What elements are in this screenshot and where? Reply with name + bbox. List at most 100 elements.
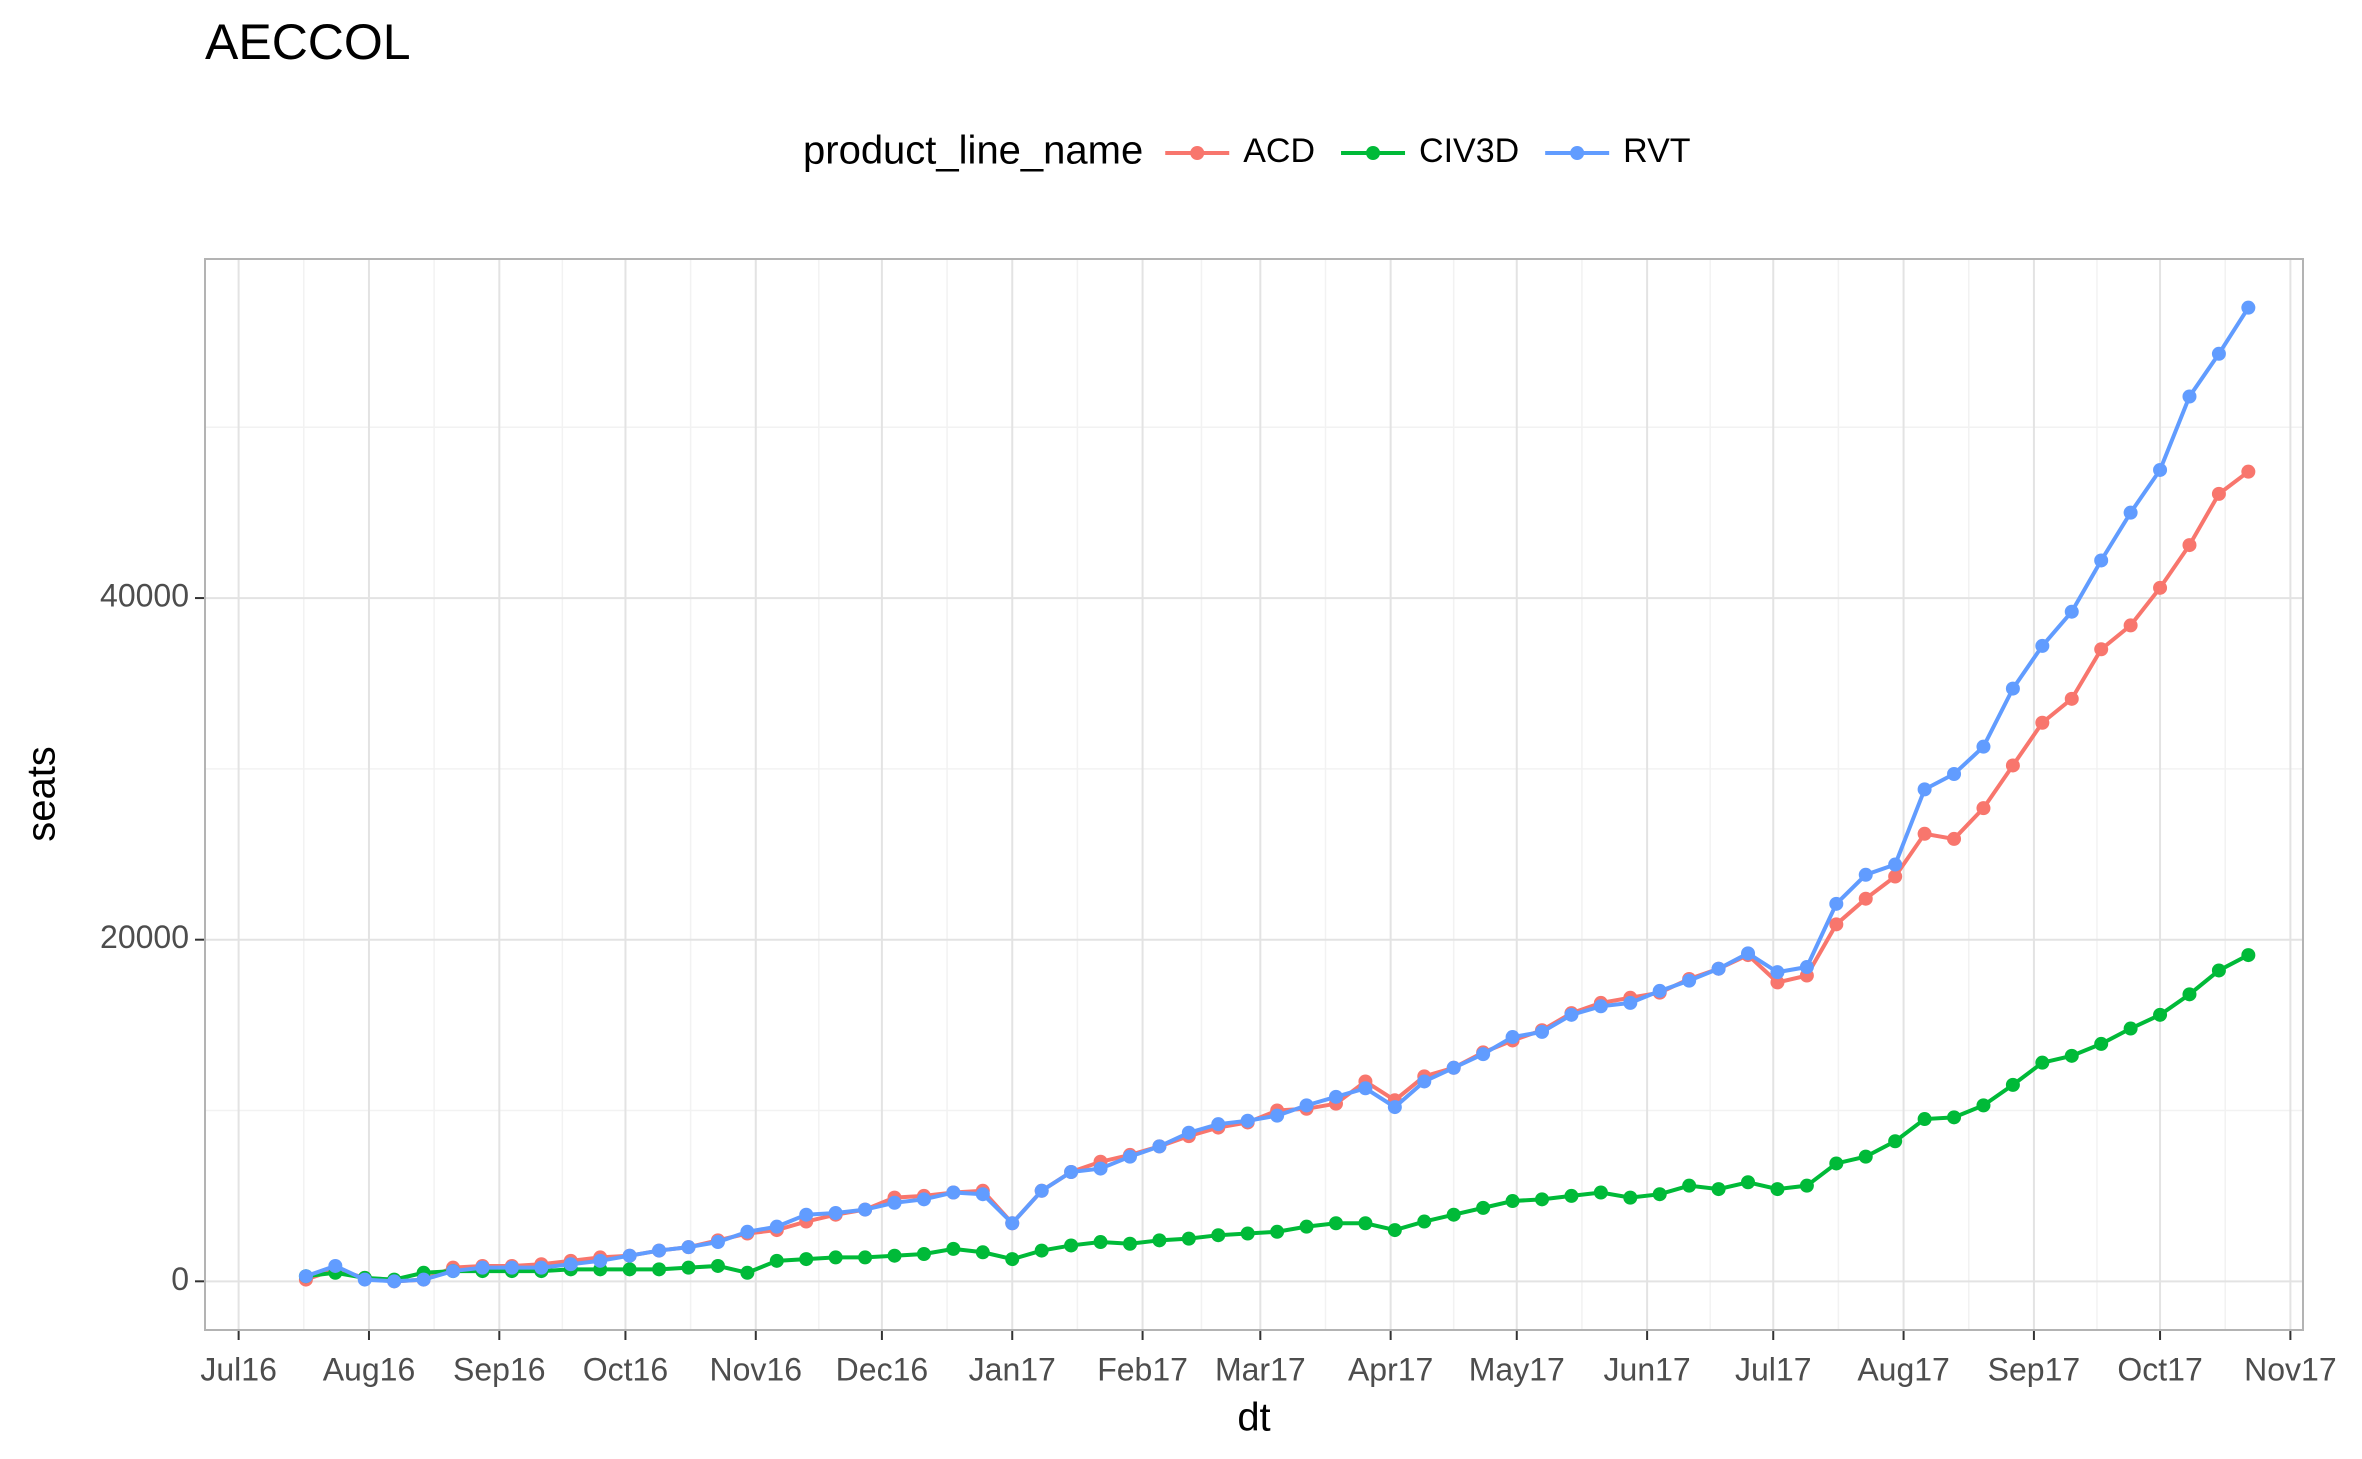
x-tick-label: Jan17 [969,1351,1056,1387]
data-point [1947,831,1962,846]
data-point [1505,1194,1520,1209]
x-tick-label: Jul17 [1735,1351,1812,1387]
data-point [1888,869,1903,884]
data-point [1888,857,1903,872]
data-point [1593,1185,1608,1200]
data-point [1535,1192,1550,1207]
data-point [1358,1216,1373,1231]
data-point [2211,963,2226,978]
data-point [446,1264,461,1279]
data-point [1770,1182,1785,1197]
data-point [916,1246,931,1261]
data-point [1888,1134,1903,1149]
data-point [1770,975,1785,990]
data-point [1417,1214,1432,1229]
data-point [1299,1219,1314,1234]
data-point [1976,1098,1991,1113]
data-point [1505,1030,1520,1045]
data-point [1711,1182,1726,1197]
data-point [1682,1178,1697,1193]
data-point [593,1253,608,1268]
data-point [1005,1216,1020,1231]
data-point [2153,580,2168,595]
x-tick-label: Feb17 [1097,1351,1188,1387]
x-tick-label: May17 [1469,1351,1565,1387]
data-point [504,1260,519,1275]
data-point [1064,1238,1079,1253]
data-point [1623,995,1638,1010]
data-point [1976,801,1991,816]
x-tick-label: Nov16 [710,1351,803,1387]
data-point [2064,604,2079,619]
data-point [975,1245,990,1260]
data-point [1446,1207,1461,1222]
data-point [858,1250,873,1265]
data-point [622,1248,637,1263]
data-point [1064,1164,1079,1179]
data-point [828,1205,843,1220]
data-point [1799,960,1814,975]
data-point [1358,1081,1373,1096]
data-point [887,1195,902,1210]
data-point [1476,1200,1491,1215]
data-point [1564,1188,1579,1203]
data-point [740,1224,755,1239]
data-point [1947,767,1962,782]
data-point [2241,464,2256,479]
y-tick-label: 20000 [100,919,189,955]
data-point [1829,896,1844,911]
data-point [2211,346,2226,361]
data-point [1741,946,1756,961]
data-point [1299,1098,1314,1113]
panel-border [204,258,2304,1331]
data-point [2153,1007,2168,1022]
data-point [1799,1178,1814,1193]
data-point [2094,553,2109,568]
data-point [1211,1117,1226,1132]
data-point [1829,917,1844,932]
legend-label: RVT [1623,132,1690,170]
data-point [1240,1226,1255,1241]
data-point [799,1207,814,1222]
legend-key [1366,146,1381,160]
legend-title: product_line_name [803,129,1143,173]
data-point [946,1241,961,1256]
data-point [1211,1228,1226,1243]
data-point [1122,1236,1137,1251]
y-axis-title: seats [20,746,64,842]
data-point [475,1260,490,1275]
data-point [1858,891,1873,906]
data-point [652,1243,667,1258]
data-point [1564,1007,1579,1022]
data-point [2211,486,2226,501]
data-point [652,1262,667,1277]
data-point [2035,1055,2050,1070]
data-point [563,1257,578,1272]
x-tick-label: Apr17 [1348,1351,1433,1387]
data-point [2153,462,2168,477]
data-point [887,1248,902,1263]
data-point [769,1253,784,1268]
x-tick-label: Nov17 [2244,1351,2337,1387]
data-point [1122,1149,1137,1164]
data-point [1181,1231,1196,1246]
data-point [1005,1252,1020,1267]
data-point [2182,987,2197,1002]
data-point [1270,1108,1285,1123]
data-point [2064,691,2079,706]
data-point [2094,1036,2109,1051]
data-point [1741,1175,1756,1190]
x-tick-label: Jun17 [1604,1351,1691,1387]
data-point [1593,999,1608,1014]
data-point [710,1258,725,1273]
data-point [1535,1024,1550,1039]
data-point [799,1252,814,1267]
legend-key [1570,146,1585,160]
data-point [769,1219,784,1234]
data-point [2241,948,2256,963]
data-point [387,1274,402,1289]
data-point [1446,1060,1461,1075]
data-point [1947,1110,1962,1125]
data-point [1181,1125,1196,1140]
